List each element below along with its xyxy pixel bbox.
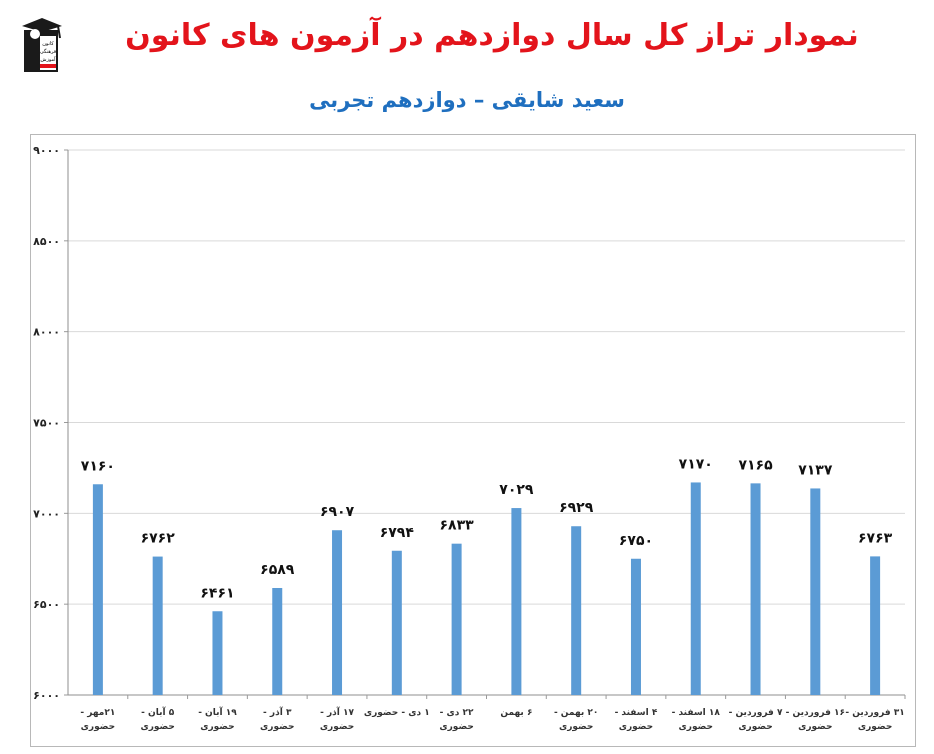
data-label: ۶۹۲۹: [559, 500, 594, 516]
data-label: ۶۹۰۷: [320, 504, 355, 520]
data-label: ۶۷۹۴: [380, 525, 415, 541]
bar: [212, 611, 223, 695]
logo-line-1: کانون: [42, 41, 54, 47]
x-tick-label: حضوری: [858, 722, 892, 732]
data-label: ۶۷۶۲: [141, 531, 176, 547]
logo-line-2: فرهنگی: [40, 48, 57, 55]
x-tick-label: حضوری: [559, 722, 593, 732]
bar: [690, 482, 701, 695]
bar: [511, 508, 522, 695]
x-tick-label: ۱۸ اسفند -: [672, 708, 721, 718]
x-tick-label: حضوری: [439, 722, 473, 732]
x-tick-label: ۱۶ فروردین -: [786, 708, 845, 718]
bar: [451, 543, 462, 695]
data-label: ۷۱۳۷: [798, 462, 833, 478]
y-tick-label: ۸۵۰۰: [33, 235, 60, 248]
bar: [272, 587, 283, 695]
y-tick-label: ۹۰۰۰: [33, 144, 60, 157]
y-tick-label: ۸۰۰۰: [33, 326, 60, 339]
y-tick-label: ۶۰۰۰: [33, 689, 60, 702]
y-tick-label: ۷۵۰۰: [33, 417, 60, 430]
x-tick-label: حضوری: [679, 722, 713, 732]
bar: [810, 488, 821, 695]
x-tick-label: ۲۱مهر -: [80, 708, 115, 718]
data-label: ۷۰۲۹: [499, 482, 534, 498]
logo-line-3: آموزش: [40, 56, 56, 63]
bar: [870, 556, 881, 695]
x-tick-label: ۵ آبان -: [141, 706, 175, 718]
x-tick-label: ۴ اسفند -: [615, 708, 658, 718]
data-label: ۶۴۶۱: [200, 585, 234, 601]
bar: [391, 550, 402, 695]
x-tick-label: ۱۷ آذر -: [320, 706, 354, 718]
data-label: ۶۷۶۳: [858, 530, 893, 546]
x-tick-label: ۶ بهمن: [500, 708, 532, 718]
x-tick-label: ۱۹ آبان -: [198, 706, 237, 718]
x-tick-label: حضوری: [200, 722, 234, 732]
chart-frame: [30, 134, 916, 747]
x-tick-label: ۲۲ دی -: [440, 708, 474, 718]
x-tick-label: حضوری: [81, 722, 115, 732]
data-label: ۷۱۶۵: [738, 457, 773, 473]
bar: [332, 530, 343, 695]
x-tick-label: حضوری: [260, 722, 294, 732]
x-tick-label: حضوری: [738, 722, 772, 732]
bar: [630, 558, 641, 695]
data-label: ۶۷۵۰: [619, 533, 653, 549]
x-tick-label: ۳۱ فروردین -: [845, 708, 904, 718]
x-tick-label: حضوری: [320, 722, 354, 732]
y-tick-label: ۷۰۰۰: [33, 507, 60, 520]
chart-title: نمودار تراز کل سال دوازدهم در آزمون های …: [125, 18, 859, 53]
bar: [750, 483, 761, 695]
bar: [92, 484, 103, 695]
data-label: ۶۸۳۳: [440, 518, 475, 534]
kanoon-logo: کانون فرهنگی آموزش: [18, 12, 66, 74]
x-tick-label: حضوری: [140, 722, 174, 732]
x-tick-label: ۱ دی - حضوری: [364, 708, 430, 718]
x-tick-label: ۳ آذر -: [263, 706, 292, 718]
y-tick-label: ۶۵۰۰: [33, 598, 60, 611]
bar: [152, 556, 163, 695]
x-tick-label: حضوری: [619, 722, 653, 732]
data-label: ۷۱۶۰: [81, 458, 115, 474]
x-tick-label: ۲۰ بهمن -: [554, 708, 598, 718]
chart-subtitle: سعید شایقی – دوازدهم تجربی: [309, 88, 625, 112]
x-tick-label: ۷ فروردین -: [729, 708, 783, 718]
data-label: ۷۱۷۰: [679, 456, 713, 472]
bar: [571, 526, 582, 695]
x-tick-label: حضوری: [798, 722, 832, 732]
data-label: ۶۵۸۹: [260, 562, 295, 578]
